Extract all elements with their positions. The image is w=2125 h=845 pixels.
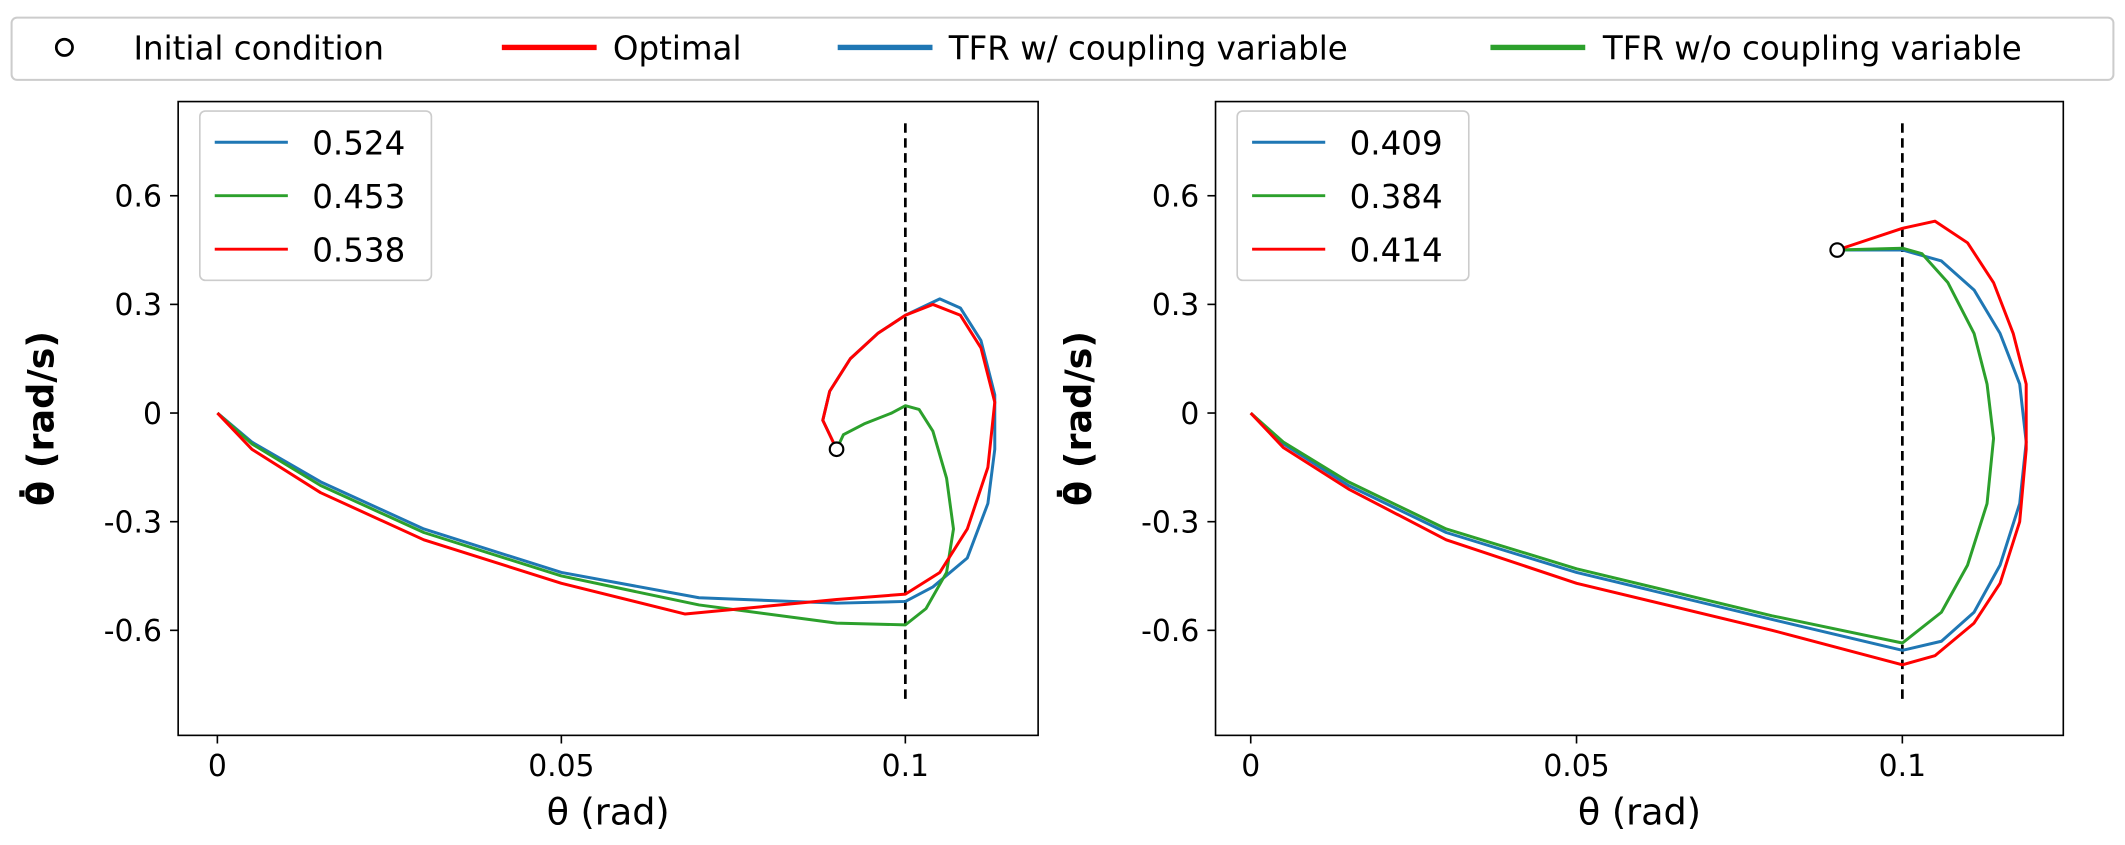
- series-line-0.409: [1249, 248, 2028, 652]
- y-axis-label: θ̇ (rad/s): [1055, 331, 1100, 506]
- legend-frame: [1236, 110, 1470, 282]
- initial-condition-marker-icon: [54, 37, 74, 57]
- series-line-0.384: [1249, 246, 1996, 645]
- x-tick-label: 0.1: [1879, 749, 1926, 784]
- series-legend: 0.409 0.384 0.414: [1236, 110, 1470, 282]
- x-tick-label: 0.05: [528, 749, 594, 784]
- x-tick-label: 0: [1241, 749, 1260, 784]
- legend-label: 0.409: [1350, 124, 1443, 162]
- series-line-0.414: [1249, 219, 2028, 667]
- axes-frame: [1214, 100, 2065, 737]
- chart-panel-2: 0 0.05 0.1 0.6 0.3 0 -0.3 -0.6 θ (rad) θ̇ (rad/s)…: [1055, 100, 2065, 834]
- initial-condition-point: [1829, 242, 1846, 258]
- x-tick-label: 0.05: [1543, 749, 1609, 784]
- y-tick-label: 0.3: [115, 288, 162, 323]
- legend-label-tfr-with: TFR w/ coupling variable: [948, 30, 1348, 68]
- legend-label-tfr-without: TFR w/o coupling variable: [1602, 30, 2022, 68]
- y-tick-label: 0: [1180, 397, 1199, 432]
- x-axis-label: θ (rad): [1578, 791, 1701, 834]
- y-tick-label: -0.6: [1141, 614, 1199, 649]
- y-tick-label: -0.3: [104, 506, 162, 541]
- y-axis-label: θ̇ (rad/s): [18, 331, 63, 506]
- initial-condition-point: [828, 441, 845, 458]
- legend-label: 0.384: [1350, 178, 1443, 216]
- legend-label: 0.524: [312, 124, 405, 162]
- y-tick-label: -0.6: [104, 614, 162, 649]
- chart-panel-1: 0 0.05 0.1 0.6 0.3 0 -0.3 -0.6 θ (rad) θ̇ (rad/s)…: [18, 100, 1039, 834]
- legend-label-initial: Initial condition: [133, 30, 384, 68]
- y-tick-label: 0.3: [1152, 288, 1199, 323]
- x-tick-label: 0: [208, 749, 227, 784]
- series-line-0.538: [216, 302, 997, 616]
- legend-label: 0.453: [312, 178, 405, 216]
- x-axis-label: θ (rad): [547, 791, 670, 834]
- legend-frame: [199, 110, 433, 282]
- legend-label: 0.414: [1350, 231, 1443, 269]
- legend-label: 0.538: [312, 231, 405, 269]
- y-tick-label: 0: [143, 397, 162, 432]
- legend-label-optimal: Optimal: [613, 30, 742, 68]
- y-tick-label: 0.6: [115, 180, 162, 215]
- y-tick-label: -0.3: [1141, 506, 1199, 541]
- axes-frame: [177, 100, 1039, 737]
- series-legend: 0.524 0.453 0.538: [199, 110, 433, 282]
- x-tick-label: 0.1: [882, 749, 929, 784]
- figure-legend: Initial condition Optimal TFR w/ couplin…: [10, 16, 2115, 81]
- series-line-0.453: [216, 404, 955, 627]
- y-tick-label: 0.6: [1152, 180, 1199, 215]
- series-line-0.524: [216, 297, 997, 605]
